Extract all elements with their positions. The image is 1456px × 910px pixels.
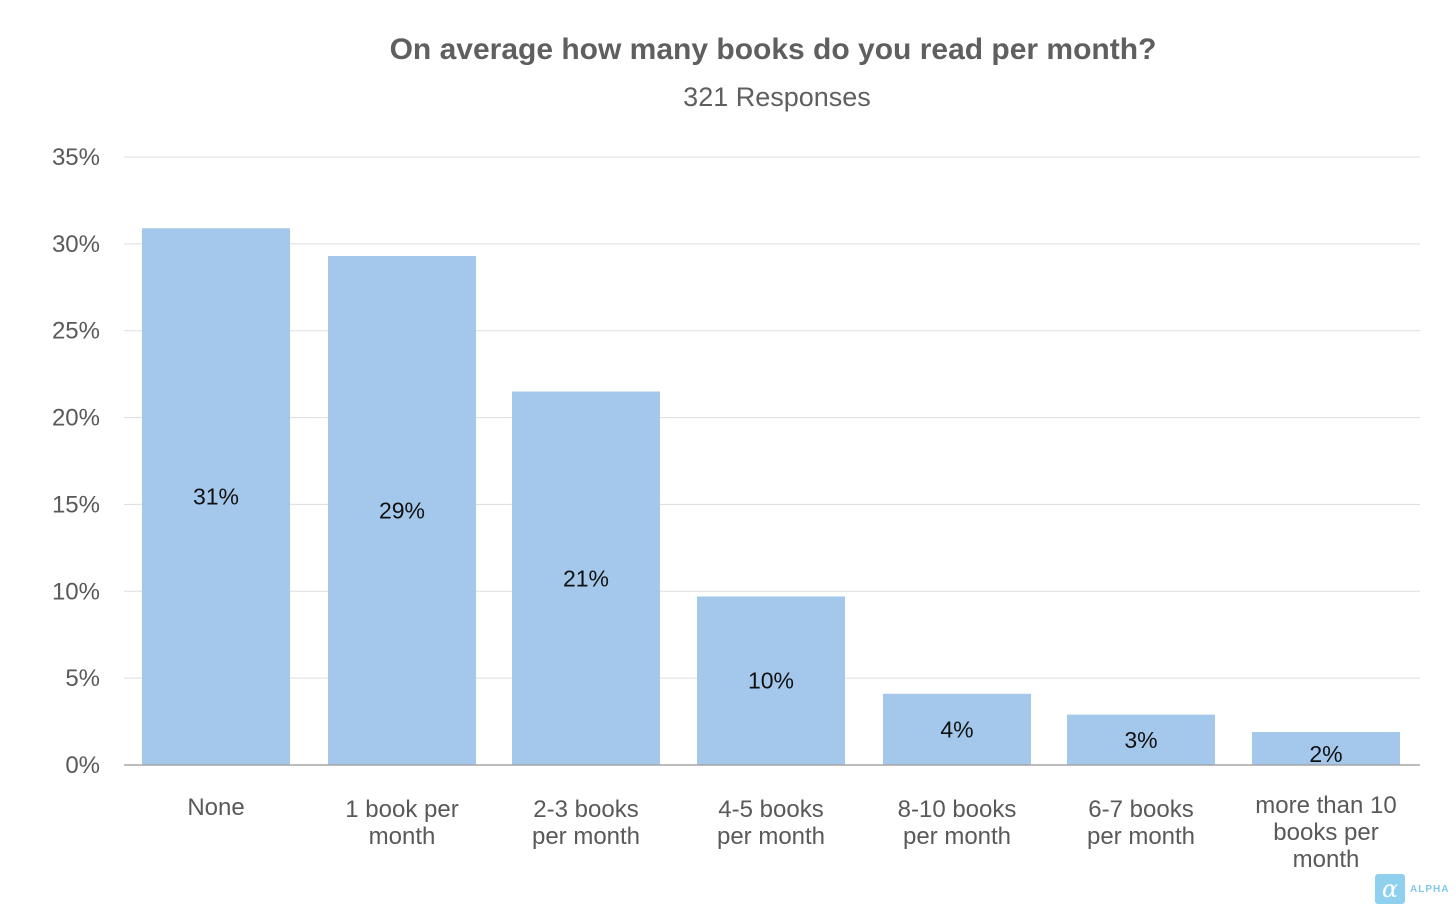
y-tick-label: 35% <box>52 144 100 171</box>
data-label: 3% <box>1124 727 1157 753</box>
watermark: α ALPHA <box>1375 874 1449 904</box>
bar <box>512 391 660 765</box>
bar <box>1067 714 1215 765</box>
y-tick-label: 0% <box>65 752 100 779</box>
data-label: 2% <box>1309 741 1342 767</box>
alpha-glyph: α <box>1382 875 1398 903</box>
bar <box>883 693 1031 765</box>
y-tick-label: 10% <box>52 578 100 605</box>
y-axis-ticks: 0% 5% 10% 15% 20% 25% 30% 35% <box>52 144 100 779</box>
x-tick-label-line: per month <box>903 823 1011 850</box>
y-tick-label: 30% <box>52 231 100 258</box>
bar <box>328 256 476 765</box>
y-tick-label: 25% <box>52 318 100 345</box>
watermark-text: ALPHA <box>1410 884 1449 895</box>
chart-title: On average how many books do you read pe… <box>390 33 1157 66</box>
data-label: 10% <box>748 668 794 694</box>
data-label: 29% <box>379 498 425 524</box>
x-tick-label-line: 8-10 books <box>898 796 1017 823</box>
x-tick-label: more than 10 books per month <box>1255 792 1396 873</box>
bar <box>697 596 845 765</box>
x-tick-label-line: month <box>369 823 436 850</box>
data-label: 4% <box>940 716 973 742</box>
data-label: 31% <box>193 484 239 510</box>
y-tick-label: 15% <box>52 491 100 518</box>
x-tick-label-line: per month <box>1087 823 1195 850</box>
x-tick-label: None <box>187 794 244 821</box>
x-tick-label-line: None <box>187 794 244 821</box>
x-tick-label-line: 4-5 books <box>718 796 823 823</box>
x-tick-label-line: books per <box>1273 819 1378 846</box>
bar <box>142 228 290 766</box>
y-tick-label: 5% <box>65 665 100 692</box>
x-tick-label-line: month <box>1293 846 1360 873</box>
x-tick-label: 4-5 books per month <box>717 796 825 850</box>
x-tick-label: 8-10 books per month <box>898 796 1017 850</box>
x-tick-label-line: 6-7 books <box>1088 796 1193 823</box>
chart-subtitle: 321 Responses <box>683 82 871 112</box>
x-tick-label-line: 2-3 books <box>533 796 638 823</box>
x-tick-label-line: more than 10 <box>1255 792 1396 819</box>
y-tick-label: 20% <box>52 405 100 432</box>
data-labels: 31% 29% 21% 10% 4% 3% 2% <box>193 484 1343 767</box>
x-tick-label: 1 book per month <box>345 796 458 850</box>
x-tick-label: 2-3 books per month <box>532 796 640 850</box>
x-tick-label: 6-7 books per month <box>1087 796 1195 850</box>
alpha-logo-icon <box>1375 874 1405 904</box>
data-label: 21% <box>563 565 609 591</box>
bars <box>142 228 1400 766</box>
x-tick-label-line: per month <box>532 823 640 850</box>
x-tick-label-line: 1 book per <box>345 796 458 823</box>
bar <box>1252 731 1400 765</box>
x-tick-label-line: per month <box>717 823 825 850</box>
